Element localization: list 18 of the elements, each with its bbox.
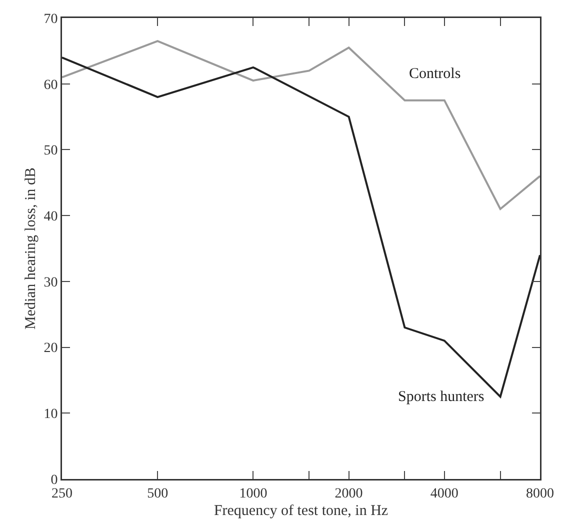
- y-tick-label: 50: [44, 144, 58, 159]
- y-tick-label: 70: [44, 12, 58, 27]
- series-label: Sports hunters: [398, 389, 484, 405]
- x-tick-label: 8000: [526, 486, 554, 502]
- y-tick-label: 10: [44, 407, 58, 422]
- y-tick-label: 60: [44, 78, 58, 93]
- x-tick-label: 4000: [430, 486, 458, 502]
- x-tick-label: 250: [52, 486, 72, 502]
- y-tick-label: 30: [44, 275, 58, 290]
- y-axis-title: Median hearing loss, in dB: [23, 167, 40, 330]
- x-tick-label: 1000: [239, 486, 268, 502]
- y-tick-label: 20: [44, 341, 58, 356]
- series-label: Controls: [409, 66, 461, 82]
- x-axis-title: Frequency of test tone, in Hz: [214, 503, 388, 520]
- x-tick-label: 2000: [334, 486, 363, 502]
- y-tick-label: 40: [44, 209, 58, 224]
- y-tick-label: 0: [50, 472, 58, 488]
- x-tick-label: 500: [147, 486, 168, 502]
